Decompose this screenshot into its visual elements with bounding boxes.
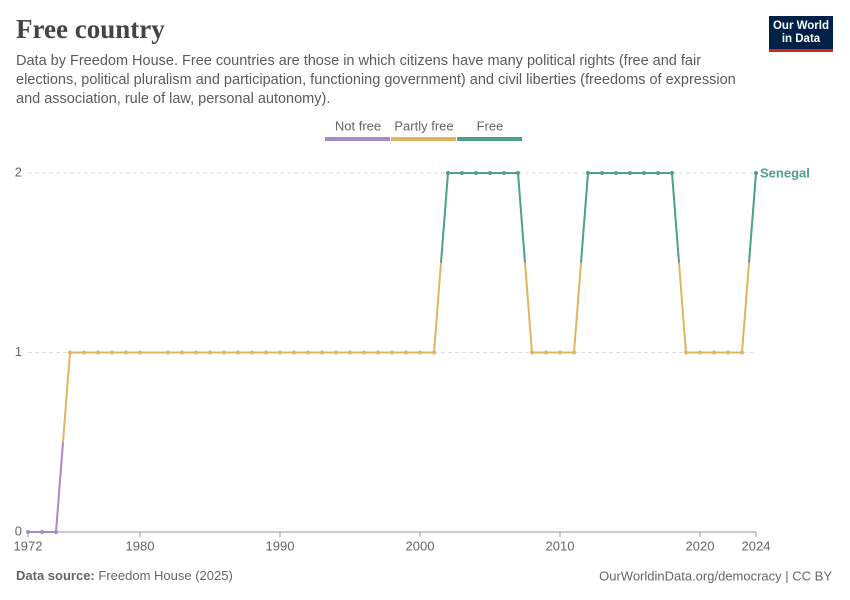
data-point <box>222 350 226 355</box>
line-segment <box>517 172 526 263</box>
x-tick-label: 1980 <box>126 538 155 553</box>
data-point <box>26 530 30 534</box>
data-point <box>726 350 730 355</box>
source-text: Freedom House (2025) <box>98 568 232 583</box>
data-point <box>250 350 254 355</box>
data-point <box>698 350 702 355</box>
data-point <box>166 350 170 355</box>
data-point <box>96 350 100 355</box>
line-segment <box>748 172 757 263</box>
source-label: Data source: <box>16 568 95 583</box>
data-point <box>432 350 436 355</box>
logo-line: in Data <box>781 33 821 45</box>
data-point <box>362 350 366 355</box>
line-segment <box>440 172 449 263</box>
line-segment <box>62 352 71 443</box>
line-segment <box>671 172 680 263</box>
line-segment <box>433 262 442 353</box>
legend-swatch <box>457 137 522 141</box>
legend-label: Free <box>477 118 504 133</box>
x-tick-label: 2020 <box>686 538 715 553</box>
line-segment <box>524 262 533 353</box>
legend-swatch <box>391 137 456 141</box>
data-point <box>516 171 520 175</box>
x-tick-label: 2010 <box>546 538 575 553</box>
line-segment <box>678 262 687 353</box>
data-point <box>712 350 716 355</box>
data-point <box>306 350 310 355</box>
line-segment <box>580 172 589 263</box>
data-point <box>740 350 744 355</box>
data-point <box>124 350 128 355</box>
y-tick-label: 0 <box>15 523 22 538</box>
legend-label: Not free <box>335 118 381 133</box>
data-point <box>390 350 394 355</box>
logo-line: Our World <box>772 20 829 32</box>
series-label: Senegal <box>760 165 810 180</box>
y-tick-label: 1 <box>15 344 22 359</box>
data-point <box>68 350 72 355</box>
data-point <box>208 350 212 355</box>
footer-url: OurWorldinData.org/democracy | CC BY <box>599 568 832 583</box>
source: Data source: Freedom House (2025) <box>16 568 233 583</box>
y-tick-label: 2 <box>15 164 22 179</box>
data-point <box>614 171 618 175</box>
data-point <box>40 530 44 534</box>
x-tick-label: 2000 <box>406 538 435 553</box>
data-point <box>404 350 408 355</box>
data-point <box>110 350 114 355</box>
data-point <box>670 171 674 175</box>
data-point <box>628 171 632 175</box>
data-point <box>54 530 58 534</box>
data-point <box>460 171 464 175</box>
data-point <box>544 350 548 355</box>
x-tick-label: 2024 <box>742 538 771 553</box>
data-point <box>656 171 660 175</box>
line-segment <box>55 442 64 533</box>
legend-swatch <box>325 137 390 141</box>
data-point <box>572 350 576 355</box>
data-point <box>180 350 184 355</box>
data-point <box>194 350 198 355</box>
data-point <box>642 171 646 175</box>
data-point <box>292 350 296 355</box>
data-point <box>488 171 492 175</box>
data-point <box>236 350 240 355</box>
legend-label: Partly free <box>394 118 453 133</box>
chart-title: Free country <box>16 14 165 44</box>
x-tick-label: 1990 <box>266 538 295 553</box>
data-point <box>138 350 142 355</box>
data-point <box>558 350 562 355</box>
data-point <box>684 350 688 355</box>
data-point <box>348 350 352 355</box>
data-point <box>418 350 422 355</box>
data-point <box>586 171 590 175</box>
data-point <box>502 171 506 175</box>
line-segment <box>741 262 750 353</box>
data-point <box>82 350 86 355</box>
data-point <box>600 171 604 175</box>
data-point <box>320 350 324 355</box>
data-point <box>334 350 338 355</box>
data-point <box>446 171 450 175</box>
data-point <box>264 350 268 355</box>
logo[interactable]: Our World in Data <box>769 16 833 52</box>
x-tick-label: 1972 <box>14 538 43 553</box>
data-point <box>530 350 534 355</box>
data-point <box>278 350 282 355</box>
data-point <box>474 171 478 175</box>
chart-subtitle: Data by Freedom House. Free countries ar… <box>16 53 736 107</box>
data-point <box>754 171 758 175</box>
data-point <box>376 350 380 355</box>
line-segment <box>573 262 582 353</box>
